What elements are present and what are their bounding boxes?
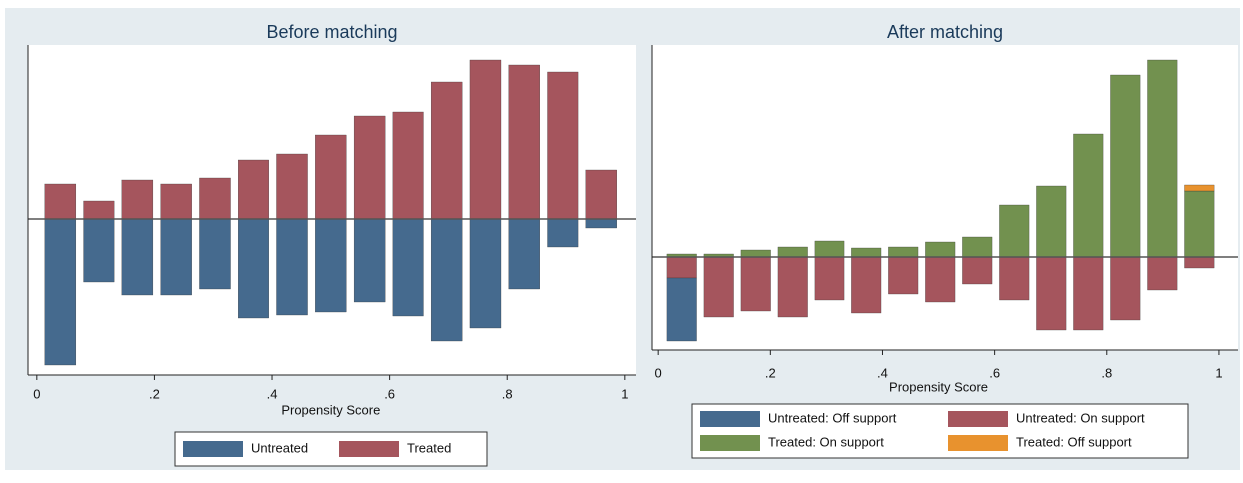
x-tick-label: 0	[33, 386, 40, 401]
bar	[276, 153, 308, 220]
bar	[547, 218, 579, 248]
bar	[888, 256, 919, 295]
x-tick-label: .4	[877, 365, 888, 380]
bar	[814, 240, 845, 258]
bar	[238, 159, 269, 220]
bar	[1073, 256, 1104, 331]
bar	[962, 236, 993, 258]
bar	[238, 218, 269, 319]
bar	[777, 256, 808, 318]
x-tick-label: 1	[621, 386, 628, 401]
bar	[999, 204, 1030, 258]
legend-label: Treated: On support	[768, 434, 884, 449]
x-tick-label: .8	[502, 386, 513, 401]
bar	[83, 218, 115, 283]
bar	[508, 218, 540, 290]
legend-swatch	[948, 411, 1008, 427]
bar	[1036, 256, 1067, 331]
bar	[392, 218, 424, 317]
legend-label: Untreated: On support	[1016, 410, 1145, 425]
bar	[469, 59, 502, 220]
bar	[353, 115, 386, 220]
bar	[121, 218, 154, 296]
bar	[666, 256, 697, 279]
bar	[851, 256, 882, 314]
legend-swatch	[700, 435, 760, 451]
bar	[315, 134, 347, 220]
bar	[1110, 74, 1141, 258]
bar	[1147, 59, 1178, 258]
x-tick-label: .4	[267, 386, 278, 401]
bar	[430, 218, 463, 342]
bar	[1110, 256, 1141, 321]
legend-label: Untreated: Off support	[768, 410, 897, 425]
chart-title: After matching	[887, 22, 1003, 42]
bar	[740, 256, 771, 312]
x-tick-label: 1	[1215, 365, 1222, 380]
bar	[851, 247, 882, 258]
bar	[469, 218, 502, 329]
bar	[83, 200, 115, 220]
bar	[585, 169, 617, 220]
legend-label: Treated	[407, 440, 451, 455]
bar	[814, 256, 845, 301]
legend-label: Untreated	[251, 440, 308, 455]
x-tick-label: .2	[765, 365, 776, 380]
bar	[1184, 190, 1215, 258]
bar	[925, 241, 956, 258]
x-tick-label: 0	[655, 365, 662, 380]
bar	[585, 218, 617, 229]
legend-swatch	[700, 411, 760, 427]
bar	[160, 218, 192, 296]
bar	[703, 256, 734, 318]
bar	[666, 277, 697, 342]
legend-label: Treated: Off support	[1016, 434, 1132, 449]
bar	[888, 246, 919, 258]
bar	[1147, 256, 1178, 291]
x-axis-label: Propensity Score	[889, 379, 988, 394]
bar	[160, 183, 192, 220]
legend-box	[691, 403, 1189, 459]
bar	[777, 246, 808, 258]
bar	[392, 111, 424, 220]
x-tick-label: .2	[149, 386, 160, 401]
bar	[962, 256, 993, 285]
x-tick-label: .6	[384, 386, 395, 401]
bar	[547, 71, 579, 220]
bar	[44, 183, 77, 220]
legend-swatch	[183, 441, 243, 457]
x-tick-label: .6	[989, 365, 1000, 380]
bar	[1184, 184, 1215, 192]
x-tick-label: .8	[1101, 365, 1112, 380]
bar	[1036, 185, 1067, 258]
chart-title: Before matching	[266, 22, 397, 42]
bar	[925, 256, 956, 303]
bar	[315, 218, 347, 313]
bar	[276, 218, 308, 316]
bar	[740, 249, 771, 258]
bar	[430, 81, 463, 220]
bar	[199, 218, 231, 290]
x-axis-label: Propensity Score	[281, 402, 380, 417]
bar	[353, 218, 386, 303]
bar	[1073, 133, 1104, 258]
bar	[44, 218, 77, 366]
bar	[508, 64, 540, 220]
bar	[121, 179, 154, 220]
bar	[1184, 256, 1215, 269]
bar	[199, 177, 231, 220]
legend-swatch	[948, 435, 1008, 451]
legend-swatch	[339, 441, 399, 457]
bar	[999, 256, 1030, 301]
